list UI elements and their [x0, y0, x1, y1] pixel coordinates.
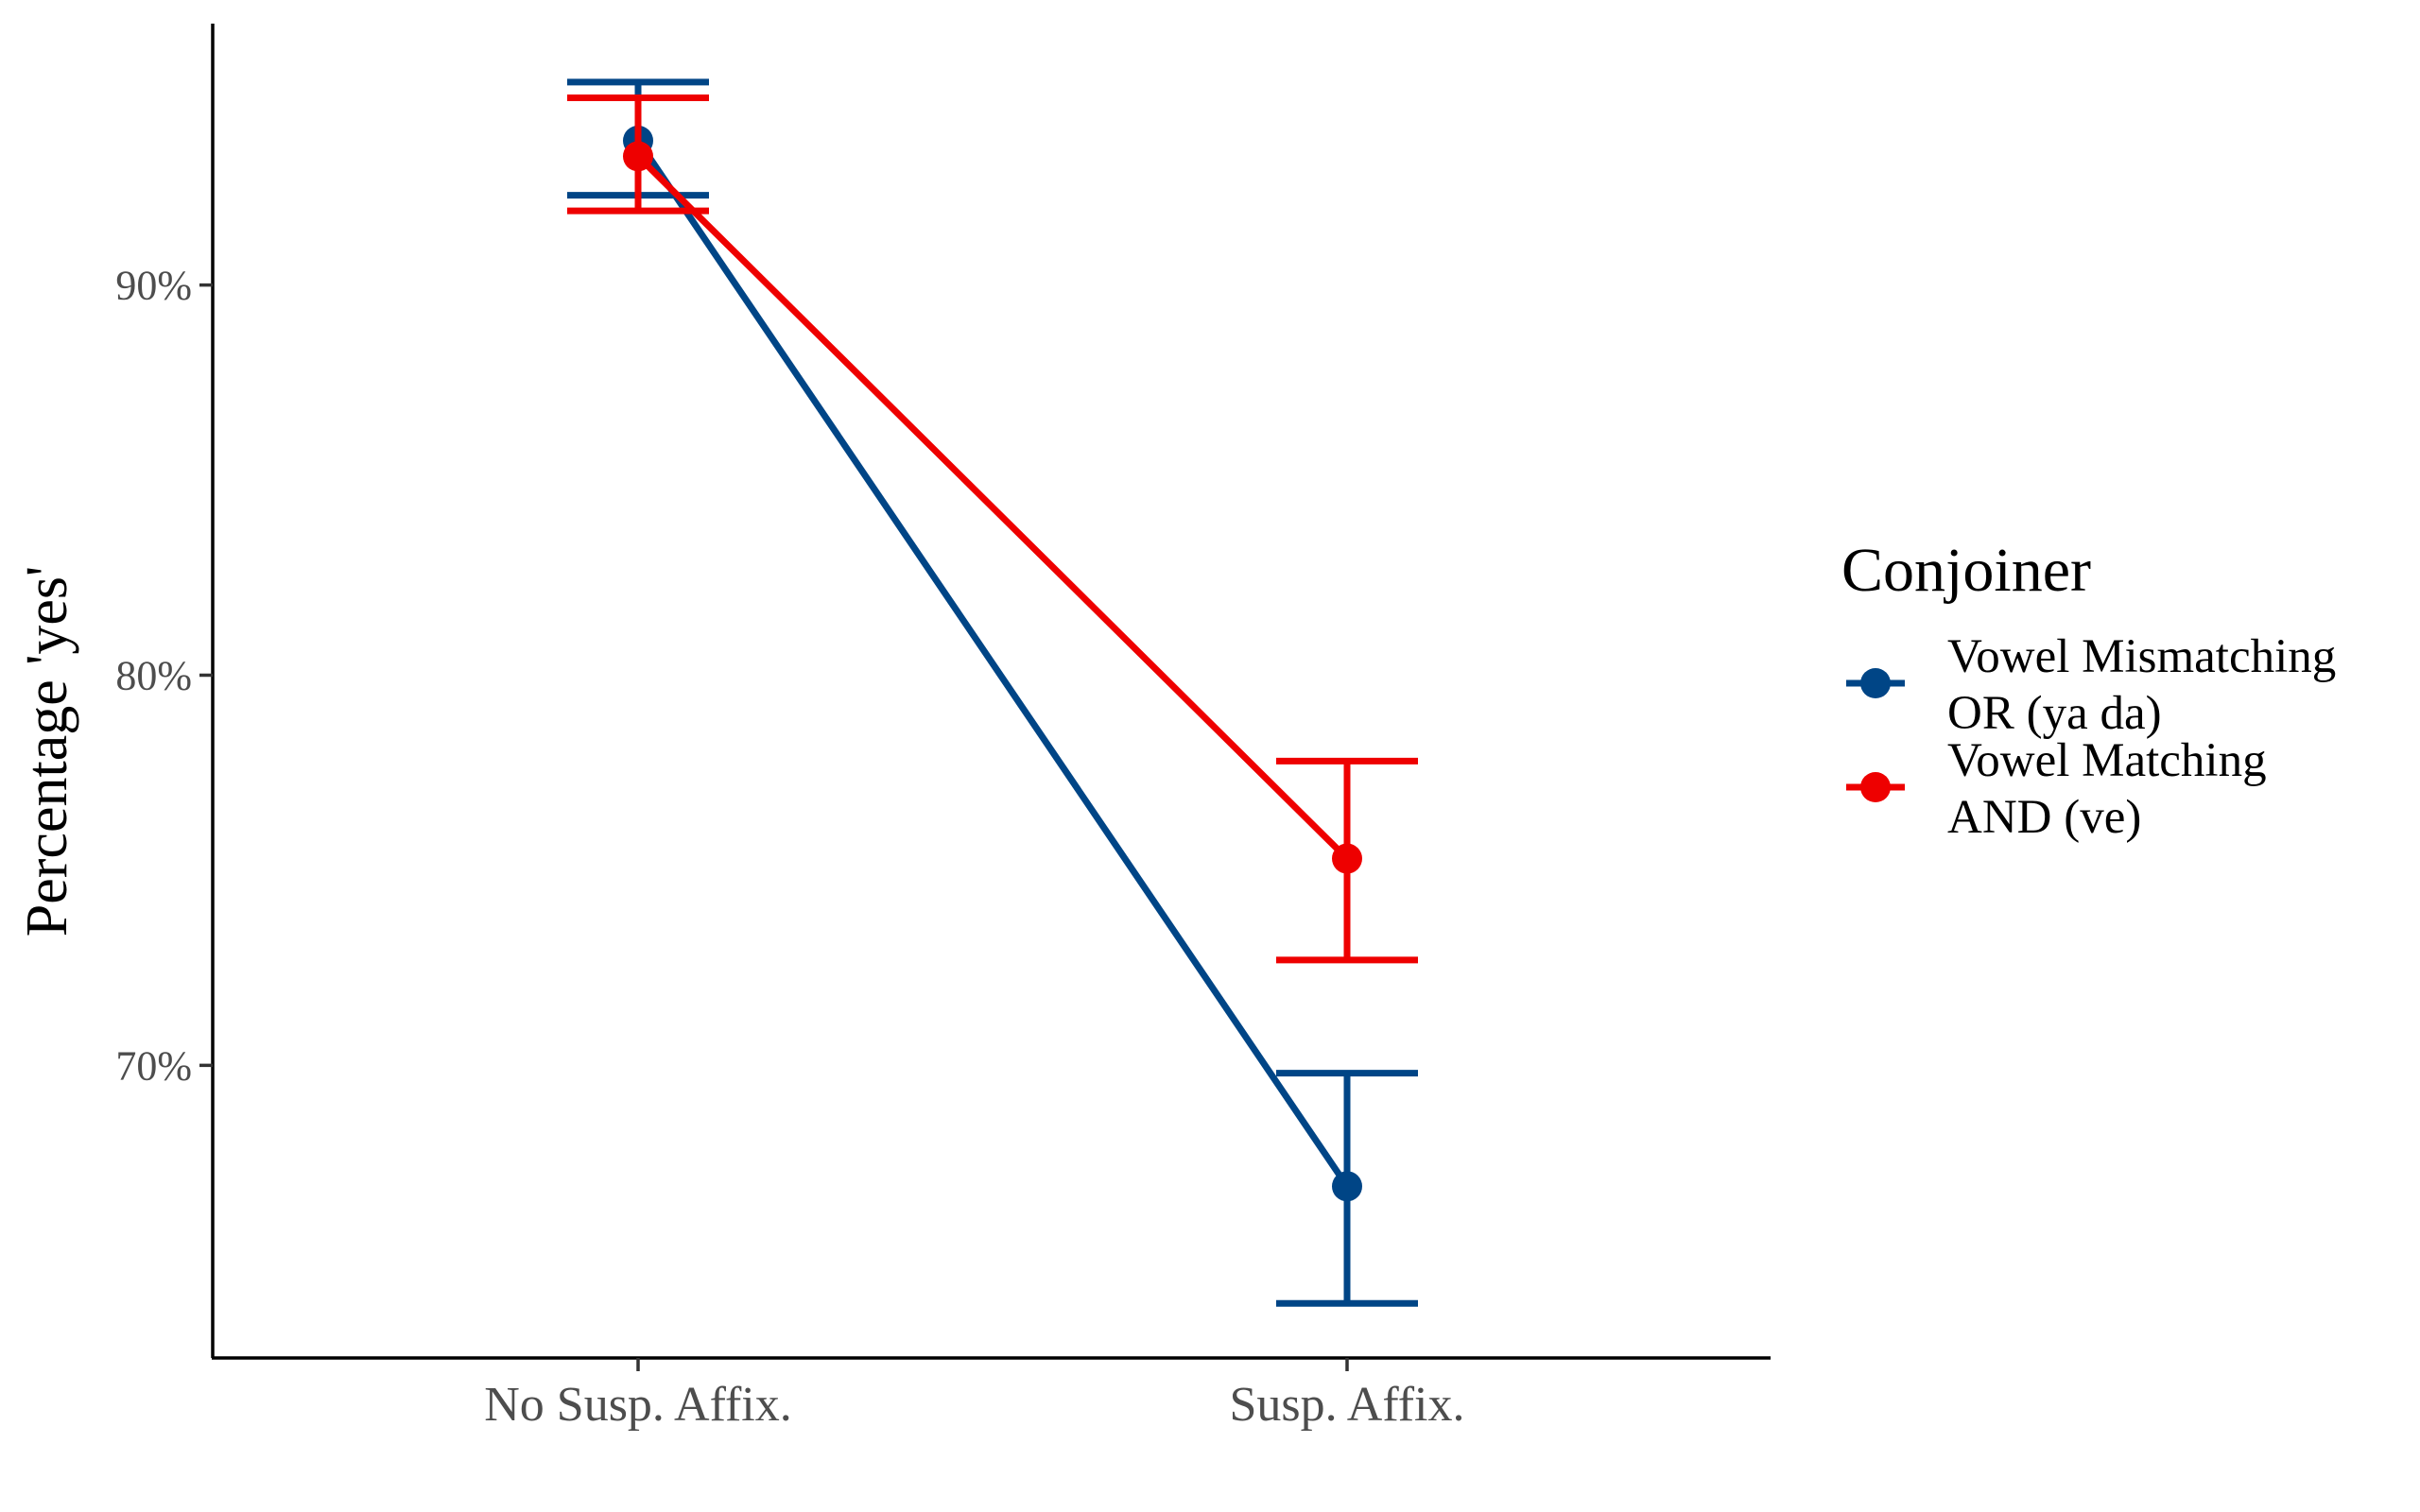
series-line — [635, 153, 1350, 862]
x-tick-label: Susp. Affix. — [1230, 1378, 1465, 1432]
y-tick-label: 70% — [115, 1042, 192, 1089]
y-axis-title: Percentage 'yes' — [15, 566, 79, 936]
data-point — [623, 141, 653, 172]
legend-label: Vowel Matching — [1947, 734, 2267, 787]
series-1 — [567, 78, 1418, 1307]
legend-label: AND (ve) — [1947, 791, 2141, 844]
legend-key-point — [1860, 668, 1891, 698]
data-point — [1332, 843, 1362, 874]
legend-key-point — [1860, 772, 1891, 802]
data-point — [1332, 1171, 1362, 1202]
axes — [211, 24, 1771, 1360]
legend-label: Vowel Mismatching — [1947, 630, 2336, 683]
series-line — [635, 138, 1350, 1189]
x-tick-label: No Susp. Affix. — [484, 1378, 792, 1432]
y-tick-label: 80% — [115, 652, 192, 698]
series-group — [567, 78, 1418, 1307]
legend-label: OR (ya da) — [1947, 687, 2162, 740]
y-tick-label: 90% — [115, 263, 192, 309]
legend-title: Conjoiner — [1841, 536, 2091, 605]
axis-ticks: 70% 80% 90% No Susp. Affix. Susp. Affix. — [115, 263, 1464, 1432]
series-2 — [567, 94, 1418, 964]
